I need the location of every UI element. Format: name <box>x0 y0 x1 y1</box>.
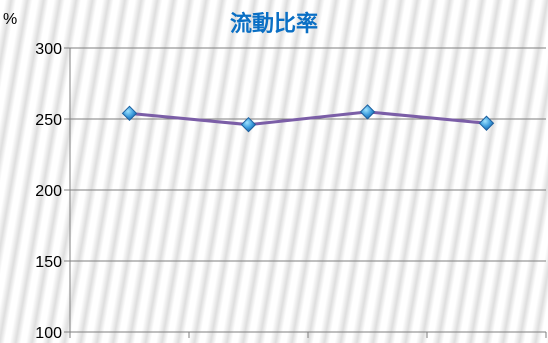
y-tick-labels: 100 150 200 250 300 <box>35 41 62 342</box>
data-point-0-1 <box>240 116 257 133</box>
y-tick-label-200: 200 <box>35 183 62 200</box>
data-point-0-3 <box>478 115 495 131</box>
chart-title: 流動比率 <box>230 11 318 37</box>
x-tick-marks <box>69 332 547 338</box>
y-tick-label-100: 100 <box>35 325 62 342</box>
y-tick-label-150: 150 <box>35 254 62 271</box>
series-group <box>121 104 495 133</box>
y-tick-label-300: 300 <box>35 41 62 58</box>
gridlines <box>64 47 546 333</box>
data-point-0-0 <box>121 105 138 122</box>
y-axis-unit: % <box>3 11 17 28</box>
y-tick-label-250: 250 <box>35 112 62 129</box>
series-line-0 <box>129 110 487 127</box>
data-point-0-2 <box>359 104 376 120</box>
